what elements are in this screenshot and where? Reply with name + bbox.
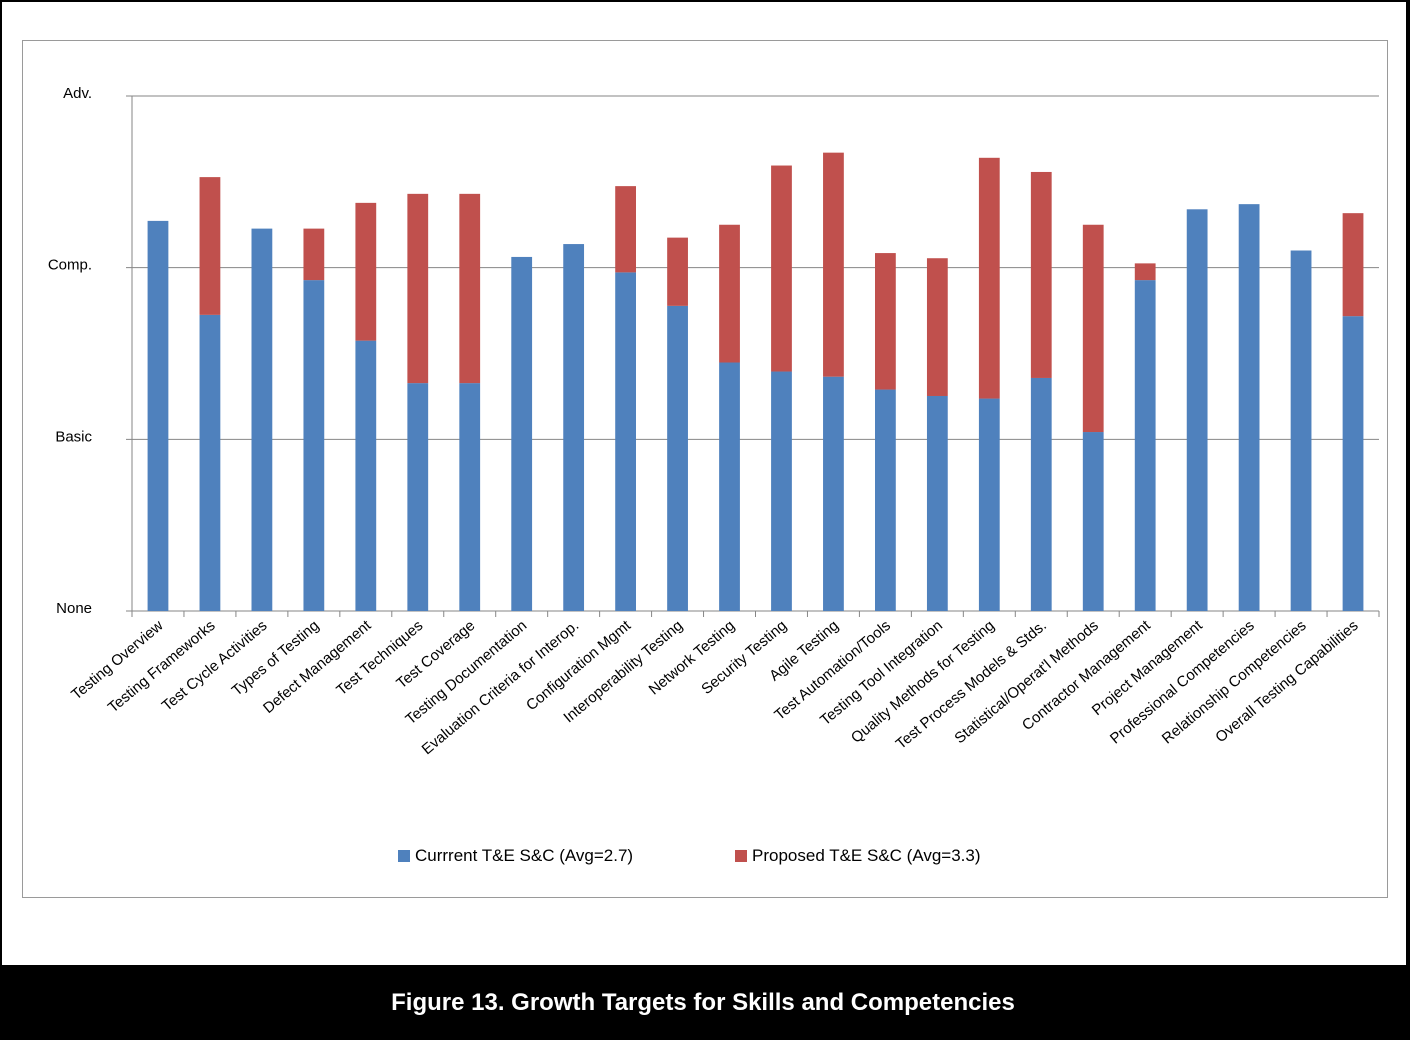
bar-proposed <box>667 237 688 306</box>
bar-proposed <box>1134 263 1156 281</box>
legend-label-current: Currrent T&E S&C (Avg=2.7) <box>415 846 633 865</box>
page-right-border <box>1406 0 1410 1040</box>
bar-proposed <box>1030 171 1052 378</box>
x-tick-label: Testing Overview <box>68 617 167 704</box>
x-tick-label: Test Techniques <box>333 617 426 699</box>
bar-current <box>1290 250 1312 611</box>
bar-current <box>719 362 740 611</box>
bar-proposed <box>719 224 740 363</box>
figure-caption-bar: Figure 13. Growth Targets for Skills and… <box>0 965 1406 1040</box>
bar-current <box>511 256 533 611</box>
bar-proposed <box>1082 224 1104 433</box>
bar-current <box>1082 432 1104 611</box>
bar-current <box>875 389 896 611</box>
bar-current <box>1030 377 1052 611</box>
legend-swatch-current <box>398 850 410 862</box>
bar-proposed <box>199 177 221 315</box>
bar-current <box>303 280 325 611</box>
x-tick-label: Types of Testing <box>229 617 323 700</box>
y-tick-label: None <box>56 600 92 617</box>
bar-proposed <box>1342 213 1364 317</box>
bar-current <box>926 395 948 611</box>
bar-current <box>1342 316 1364 611</box>
bar-current <box>563 244 585 611</box>
bar-proposed <box>407 193 429 384</box>
y-tick-label: Adv. <box>63 85 92 102</box>
bar-current <box>1186 209 1208 612</box>
bar-current <box>823 376 844 611</box>
bar-current <box>459 383 481 611</box>
y-tick-label: Comp. <box>48 257 92 274</box>
bar-proposed <box>459 193 481 384</box>
legend-label-proposed: Proposed T&E S&C (Avg=3.3) <box>752 846 981 865</box>
bar-proposed <box>926 258 948 396</box>
bar-current <box>1238 204 1260 611</box>
bar-proposed <box>875 253 896 390</box>
figure-caption: Figure 13. Growth Targets for Skills and… <box>391 989 1015 1016</box>
bar-current <box>667 305 688 611</box>
bar-proposed <box>771 165 792 372</box>
legend-swatch-proposed <box>735 850 747 862</box>
bar-current <box>615 272 636 611</box>
bar-current <box>771 371 792 611</box>
bar-current <box>251 228 273 612</box>
bar-proposed <box>303 228 325 281</box>
bar-proposed <box>615 186 636 273</box>
bar-current <box>978 398 1000 611</box>
bar-current <box>1134 280 1156 611</box>
bar-current <box>407 383 429 611</box>
bar-current <box>355 340 377 611</box>
bar-proposed <box>978 157 1000 399</box>
bar-current <box>199 314 221 611</box>
bar-current <box>147 220 169 611</box>
bar-proposed <box>355 202 377 341</box>
chart-container: None Basic Comp. Adv. Testing Overview Testin… <box>22 40 1388 898</box>
y-tick-label: Basic <box>55 428 92 445</box>
bar-proposed <box>823 152 844 377</box>
